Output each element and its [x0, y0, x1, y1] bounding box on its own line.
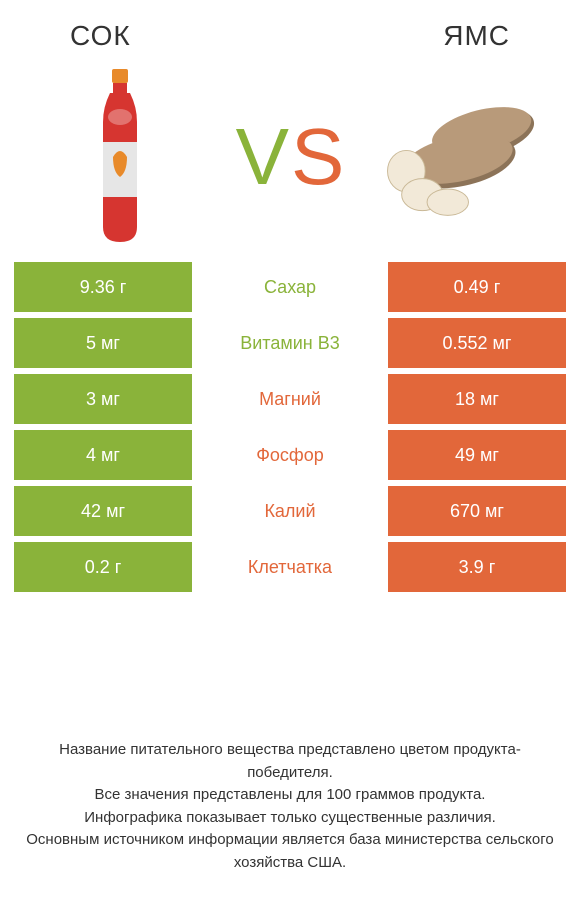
- right-value: 0.552 мг: [388, 318, 566, 368]
- images-row: VS: [0, 62, 580, 262]
- comparison-table: 9.36 гСахар0.49 г 5 мгВитамин B30.552 мг 3…: [0, 262, 580, 598]
- right-value: 49 мг: [388, 430, 566, 480]
- footer-line: Инфографика показывает только существенн…: [20, 807, 560, 830]
- right-title: ЯМС: [443, 20, 510, 52]
- left-title: СОК: [70, 20, 131, 52]
- left-value: 0.2 г: [14, 542, 192, 592]
- nutrient-label: Сахар: [192, 262, 388, 312]
- left-value: 4 мг: [14, 430, 192, 480]
- left-value: 3 мг: [14, 374, 192, 424]
- left-value: 9.36 г: [14, 262, 192, 312]
- nutrient-label: Фосфор: [192, 430, 388, 480]
- footer-line: Все значения представлены для 100 граммо…: [20, 784, 560, 807]
- right-value: 0.49 г: [388, 262, 566, 312]
- nutrient-label: Калий: [192, 486, 388, 536]
- right-value: 3.9 г: [388, 542, 566, 592]
- vs-label: VS: [236, 111, 345, 203]
- left-value: 42 мг: [14, 486, 192, 536]
- footer: Название питательного вещества представл…: [0, 729, 580, 904]
- nutrient-label: Магний: [192, 374, 388, 424]
- left-value: 5 мг: [14, 318, 192, 368]
- table-row: 0.2 гКлетчатка3.9 г: [14, 542, 566, 592]
- table-row: 3 мгМагний18 мг: [14, 374, 566, 424]
- nutrient-label: Клетчатка: [192, 542, 388, 592]
- vs-v: V: [236, 111, 289, 203]
- vs-s: S: [291, 111, 344, 203]
- right-value: 670 мг: [388, 486, 566, 536]
- table-row: 9.36 гСахар0.49 г: [14, 262, 566, 312]
- left-image: [40, 67, 200, 247]
- footer-line: Название питательного вещества представл…: [20, 739, 560, 784]
- bottle-icon: [85, 67, 155, 247]
- right-image: [380, 67, 540, 247]
- yam-icon: [380, 87, 540, 227]
- right-value: 18 мг: [388, 374, 566, 424]
- table-row: 5 мгВитамин B30.552 мг: [14, 318, 566, 368]
- table-row: 42 мгКалий670 мг: [14, 486, 566, 536]
- footer-line: Основным источником информации является …: [20, 829, 560, 874]
- header: СОК ЯМС: [0, 0, 580, 62]
- table-row: 4 мгФосфор49 мг: [14, 430, 566, 480]
- nutrient-label: Витамин B3: [192, 318, 388, 368]
